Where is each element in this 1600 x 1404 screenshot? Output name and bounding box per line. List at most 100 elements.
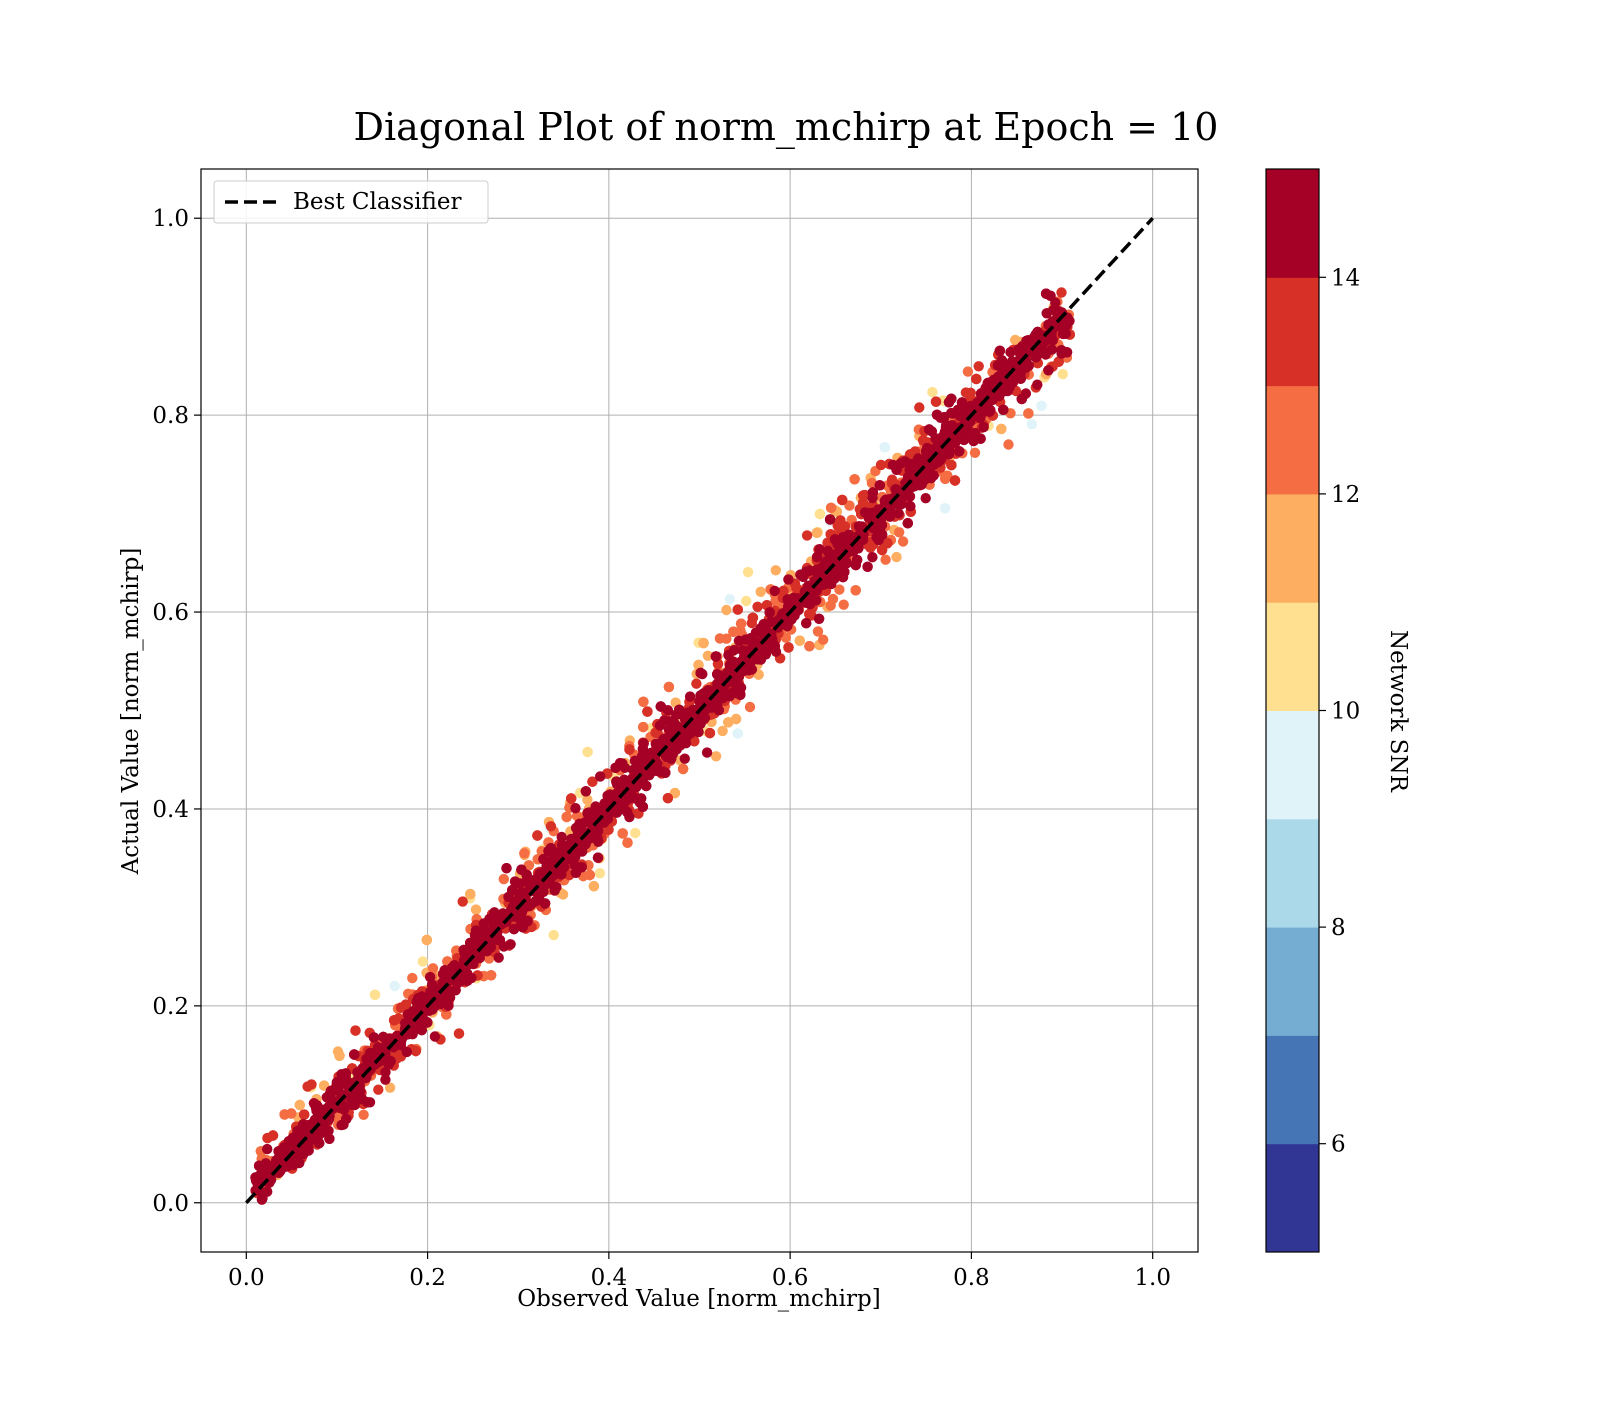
scatter-point: [632, 793, 642, 803]
scatter-point: [618, 828, 628, 838]
scatter-point: [801, 618, 811, 628]
scatter-point: [642, 706, 652, 716]
scatter-point: [898, 536, 908, 546]
scatter-point: [663, 793, 673, 803]
scatter-point: [931, 397, 941, 407]
scatter-point: [880, 555, 890, 565]
scatter-point: [851, 585, 861, 595]
scatter-point: [454, 1028, 464, 1038]
scatter-point: [814, 614, 824, 624]
scatter-point: [1017, 394, 1027, 404]
scatter-point: [826, 503, 836, 513]
scatter-point: [595, 868, 605, 878]
scatter-point: [802, 530, 812, 540]
scatter-point: [828, 594, 838, 604]
scatter-point: [961, 387, 971, 397]
scatter-point: [733, 604, 743, 614]
scatter-point: [373, 1085, 383, 1095]
scatter-point: [286, 1108, 296, 1118]
scatter-point: [880, 442, 890, 452]
scatter-point: [950, 475, 960, 485]
scatter-point: [756, 587, 766, 597]
scatter-point: [862, 562, 872, 572]
scatter-point: [499, 874, 509, 884]
scatter-point: [735, 626, 745, 636]
scatter-point: [531, 896, 541, 906]
scatter-point: [251, 1175, 261, 1185]
scatter-point: [1047, 344, 1057, 354]
scatter-point: [996, 424, 1006, 434]
scatter-point: [963, 366, 973, 376]
scatter-point: [734, 636, 744, 646]
scatter-point: [557, 832, 567, 842]
scatter-point: [499, 941, 509, 951]
scatter-point: [877, 545, 887, 555]
scatter-point: [546, 821, 556, 831]
scatter-point: [1027, 419, 1037, 429]
scatter-point: [581, 786, 591, 796]
scatter-point: [891, 552, 901, 562]
scatter-point: [370, 990, 380, 1000]
scatter-point: [914, 402, 924, 412]
scatter-point: [813, 626, 823, 636]
scatter-point: [839, 600, 849, 610]
scatter-point: [522, 916, 532, 926]
scatter-point: [691, 679, 701, 689]
scatter-point: [580, 818, 590, 828]
scatter-point: [946, 394, 956, 404]
scatter-point: [430, 1031, 440, 1041]
scatter-point: [323, 1126, 333, 1136]
scatter-point: [867, 552, 877, 562]
scatter-point: [262, 1133, 272, 1143]
scatter-point: [979, 422, 989, 432]
scatter-point: [924, 424, 934, 434]
scatter-point: [721, 605, 731, 615]
scatter-point: [610, 763, 620, 773]
scatter-point: [350, 1025, 360, 1035]
scatter-point: [940, 503, 950, 513]
scatter-point: [334, 1051, 344, 1061]
scatter-point: [837, 495, 847, 505]
scatter-point: [825, 514, 835, 524]
scatter-point: [1003, 439, 1013, 449]
scatter-point: [549, 930, 559, 940]
scatter-point: [804, 641, 814, 651]
scatter-point: [570, 803, 580, 813]
scatter-point: [717, 726, 727, 736]
scatter-point: [903, 518, 913, 528]
scatter-point: [815, 509, 825, 519]
scatter-point: [946, 408, 956, 418]
scatter-points: [250, 287, 1075, 1205]
scatter-point: [957, 397, 967, 407]
scatter-point: [638, 697, 648, 707]
scatter-point: [546, 846, 556, 856]
scatter-point: [974, 361, 984, 371]
scatter-point: [715, 633, 725, 643]
scatter-point: [752, 602, 762, 612]
scatter-point: [1056, 287, 1066, 297]
scatter-point: [638, 722, 648, 732]
scatter-point: [849, 474, 859, 484]
scatter-point: [664, 682, 674, 692]
scatter-point: [624, 744, 634, 754]
scatter-point: [905, 501, 915, 511]
scatter-point: [746, 633, 756, 643]
scatter-point: [332, 1080, 342, 1090]
scatter-point: [998, 405, 1008, 415]
scatter-point: [458, 896, 468, 906]
scatter-point: [678, 764, 688, 774]
scatter-point: [422, 935, 432, 945]
scatter-point: [622, 807, 632, 817]
scatter-point: [876, 460, 886, 470]
scatter-point: [698, 638, 708, 648]
scatter-point: [743, 567, 753, 577]
scatter-point: [1058, 369, 1068, 379]
scatter-point: [465, 889, 475, 899]
scatter-point: [770, 586, 780, 596]
scatter-point: [711, 751, 721, 761]
scatter-point: [532, 830, 542, 840]
scatter-point: [875, 480, 885, 490]
scatter-point: [622, 838, 632, 848]
scatter-point: [295, 1100, 305, 1110]
